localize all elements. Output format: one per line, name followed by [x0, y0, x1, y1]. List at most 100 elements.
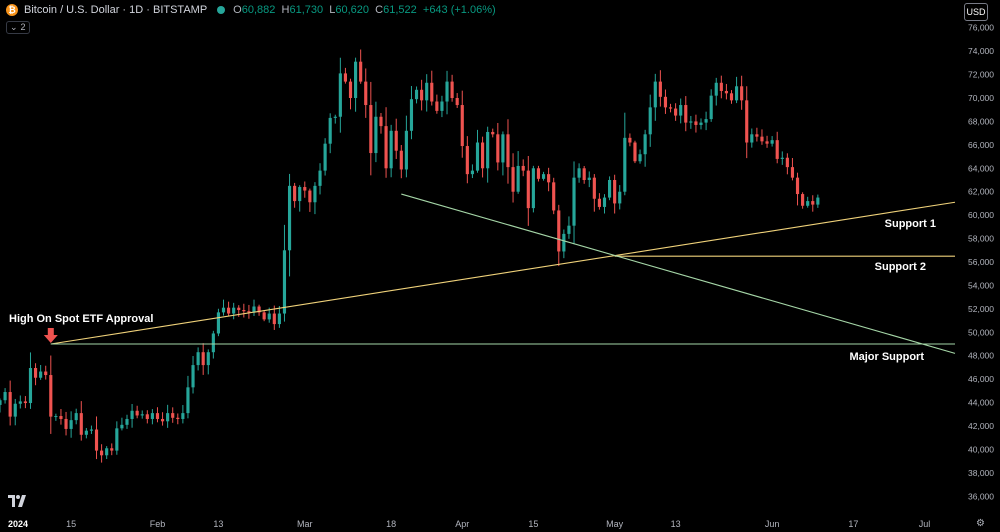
candle-body	[379, 116, 383, 127]
candle	[714, 77, 718, 106]
candle	[430, 70, 434, 106]
candle-body	[125, 418, 129, 425]
candle-body	[486, 131, 490, 169]
candle	[3, 388, 7, 404]
candle	[795, 172, 800, 206]
candle-body	[679, 105, 683, 116]
candle-body	[785, 157, 789, 168]
candle	[110, 443, 114, 456]
candle-body	[526, 170, 530, 209]
y-tick-label: 72,000	[968, 70, 994, 80]
candle	[445, 70, 449, 115]
y-tick-label: 46,000	[968, 374, 994, 384]
candle-body	[59, 416, 63, 419]
candle	[94, 416, 99, 460]
candle-body	[475, 142, 480, 171]
candle	[592, 174, 596, 212]
candle	[399, 145, 403, 179]
candle-body	[623, 137, 627, 192]
candle	[374, 101, 378, 163]
candle-body	[745, 100, 749, 143]
candle-body	[227, 307, 231, 314]
candle-body	[166, 413, 170, 422]
candle-body	[734, 86, 739, 101]
candle	[186, 375, 190, 419]
candle-body	[470, 170, 474, 175]
y-tick-label: 68,000	[968, 116, 994, 126]
candle	[384, 107, 388, 178]
currency-button[interactable]: USD	[964, 3, 988, 21]
candle-body	[293, 185, 297, 202]
candle-body	[318, 170, 322, 186]
candle-body	[0, 400, 2, 405]
candle-body	[89, 429, 94, 431]
candle	[49, 355, 53, 434]
candle	[785, 153, 789, 175]
candle-body	[221, 307, 226, 313]
candle	[775, 131, 779, 164]
candle-body	[684, 105, 688, 123]
y-tick-label: 56,000	[968, 257, 994, 267]
candle	[354, 57, 358, 112]
candle	[338, 57, 342, 133]
candle	[597, 193, 601, 210]
y-tick-label: 50,000	[968, 327, 994, 337]
candle-body	[628, 137, 632, 143]
drawing-lines-layer	[50, 193, 956, 354]
change-readout: +643 (+1.06%)	[422, 4, 496, 16]
candle-body	[567, 225, 571, 234]
candle	[613, 174, 617, 214]
candle-body	[668, 107, 673, 109]
candle-body	[404, 130, 408, 170]
candle	[486, 126, 490, 183]
candle-body	[674, 108, 678, 116]
candle	[521, 159, 525, 177]
spot-etf-label: High On Spot ETF Approval	[9, 313, 153, 325]
candle	[308, 188, 312, 212]
candle	[724, 83, 728, 100]
candle	[435, 94, 439, 114]
y-tick-label: 76,000	[968, 23, 994, 33]
candle-body	[247, 311, 251, 313]
y-tick-label: 62,000	[968, 187, 994, 197]
candle-body	[531, 168, 535, 209]
candle	[59, 409, 63, 425]
candle	[607, 176, 612, 201]
symbol-title[interactable]: Bitcoin / U.S. Dollar · 1D · BITSTAMP	[24, 4, 208, 16]
candle-body	[653, 81, 657, 108]
candle	[689, 115, 693, 129]
candle	[618, 185, 622, 210]
candle-body	[23, 401, 27, 404]
candle-body	[39, 371, 43, 378]
candle-body	[171, 413, 175, 418]
candle-body	[592, 177, 596, 199]
indicators-toggle[interactable]: ⌄ 2	[6, 21, 30, 34]
candle-body	[455, 98, 459, 106]
candle	[684, 96, 688, 132]
candle	[364, 68, 368, 118]
candle	[765, 135, 769, 148]
candle-body	[780, 157, 784, 159]
y-tick-label: 58,000	[968, 234, 994, 244]
candle-body	[750, 134, 754, 143]
candle-body	[775, 140, 779, 159]
candle-body	[409, 99, 414, 131]
candle-body	[724, 90, 728, 94]
candle-body	[607, 180, 612, 198]
candle-body	[348, 81, 353, 98]
gear-icon[interactable]: ⚙	[976, 518, 985, 529]
candle-body	[811, 201, 815, 205]
candle-body	[323, 143, 327, 171]
candle-body	[536, 168, 541, 179]
candle-body	[597, 198, 601, 207]
candle-body	[298, 187, 302, 202]
candle-body	[511, 167, 515, 192]
y-tick-label: 66,000	[968, 140, 994, 150]
candle	[668, 103, 673, 113]
candle-body	[618, 191, 622, 204]
candle-body	[658, 81, 662, 97]
candle-body	[232, 307, 236, 314]
candle	[734, 76, 739, 104]
x-tick-label: Feb	[150, 519, 166, 529]
